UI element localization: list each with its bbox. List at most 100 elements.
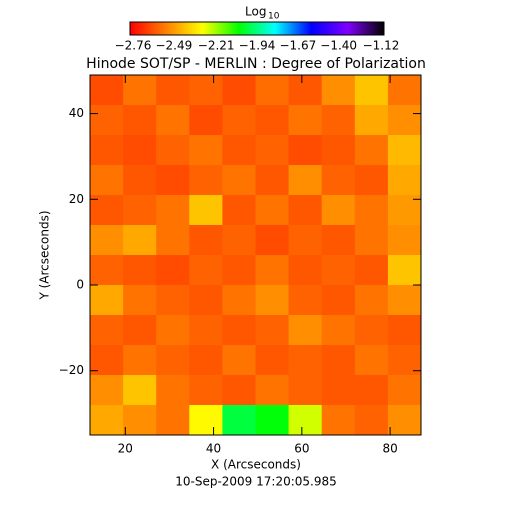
plot-frame: [89, 74, 422, 436]
heatmap-cell: [354, 345, 389, 376]
heatmap-cell: [354, 135, 389, 166]
heatmap-cell: [90, 315, 124, 346]
colorbar-tick-label: −2.21: [198, 39, 235, 53]
heatmap-cell: [255, 75, 290, 106]
heatmap-cell: [354, 315, 389, 346]
heatmap-cell: [90, 135, 124, 166]
heatmap-cell: [222, 195, 256, 226]
heatmap-cell: [288, 105, 323, 136]
heatmap-cell: [123, 135, 157, 166]
heatmap-cell: [387, 195, 422, 226]
heatmap-cell: [354, 105, 389, 136]
heatmap-cell: [189, 225, 223, 256]
heatmap-cell: [321, 165, 356, 196]
y-tick-label: −20: [59, 363, 84, 377]
heatmap-cell: [189, 135, 223, 166]
heatmap-cell: [90, 195, 124, 226]
heatmap-cell: [222, 165, 256, 196]
heatmap-cell: [255, 345, 290, 376]
heatmap-cell: [156, 105, 190, 136]
heatmap-cell: [288, 165, 323, 196]
heatmap-cell: [321, 105, 356, 136]
heatmap-cell: [288, 225, 323, 256]
heatmap-cell: [288, 375, 323, 406]
heatmap-cell: [222, 135, 256, 166]
heatmap-cell: [123, 285, 157, 316]
heatmap-cell: [288, 405, 323, 436]
heatmap-cell: [354, 375, 389, 406]
heatmap-cell: [321, 135, 356, 166]
heatmap-cell: [321, 195, 356, 226]
heatmap-cell: [354, 405, 389, 436]
colorbar-tick-label: −1.94: [239, 39, 276, 53]
x-tick-label: 80: [382, 442, 397, 456]
heatmap-cell: [222, 405, 256, 436]
heatmap-cell: [387, 135, 422, 166]
heatmap-cell: [156, 135, 190, 166]
heatmap-cell: [354, 75, 389, 106]
heatmap-cell: [321, 405, 356, 436]
heatmap-cell: [354, 285, 389, 316]
colorbar: [129, 21, 385, 36]
heatmap-cell: [123, 345, 157, 376]
heatmap-cell: [288, 135, 323, 166]
heatmap-cell: [354, 255, 389, 286]
heatmap-cell: [90, 375, 124, 406]
heatmap-cell: [189, 105, 223, 136]
colorbar-tick-label: −2.76: [115, 39, 152, 53]
heatmap-cell: [156, 315, 190, 346]
heatmap-cell: [288, 345, 323, 376]
heatmap-cell: [156, 345, 190, 376]
heatmap-cell: [156, 405, 190, 436]
y-axis-label: Y (Arcseconds): [38, 210, 52, 300]
heatmap-cell: [156, 165, 190, 196]
heatmap-cell: [123, 165, 157, 196]
heatmap-cell: [255, 195, 290, 226]
heatmap-cell: [321, 255, 356, 286]
footer: 10-Sep-2009 17:20:05.985: [175, 475, 337, 489]
heatmap-cell: [387, 105, 422, 136]
heatmap-cell: [156, 195, 190, 226]
heatmap-cell: [90, 75, 124, 106]
heatmap-cell: [387, 285, 422, 316]
heatmap-cell: [189, 255, 223, 286]
heatmap-cell: [222, 75, 256, 106]
heatmap-cell: [354, 165, 389, 196]
y-tick-label: 40: [69, 106, 84, 120]
heatmap-cell: [321, 285, 356, 316]
heatmap-cell: [255, 375, 290, 406]
heatmap-cell: [222, 255, 256, 286]
heatmap-cell: [189, 375, 223, 406]
heatmap-cell: [222, 375, 256, 406]
x-axis-label: X (Arcseconds): [211, 458, 301, 472]
heatmap-cell: [321, 375, 356, 406]
heatmap-cell: [288, 315, 323, 346]
heatmap-cell: [156, 75, 190, 106]
heatmap-cell: [222, 225, 256, 256]
heatmap-cell: [255, 285, 290, 316]
heatmap-cell: [387, 405, 422, 436]
heatmap-cell: [321, 315, 356, 346]
heatmap-cell: [189, 195, 223, 226]
heatmap-cell: [90, 255, 124, 286]
heatmap-cell: [222, 315, 256, 346]
heatmap-cell: [354, 195, 389, 226]
heatmap-cell: [123, 375, 157, 406]
heatmap-cell: [123, 105, 157, 136]
heatmap-cell: [123, 225, 157, 256]
heatmap-cell: [321, 345, 356, 376]
heatmap-cell: [255, 225, 290, 256]
heatmap-cell: [189, 75, 223, 106]
heatmap-cell: [222, 105, 256, 136]
colorbar-tick-label: −2.49: [155, 39, 192, 53]
heatmap-cell: [288, 255, 323, 286]
colorbar-label: Log: [245, 5, 266, 19]
colorbar-tick-label: −1.67: [279, 39, 316, 53]
heatmap-cell: [288, 195, 323, 226]
heatmap-cell: [90, 405, 124, 436]
heatmap-cell: [222, 345, 256, 376]
heatmap-cell: [255, 315, 290, 346]
heatmap-cell: [189, 345, 223, 376]
x-tick-label: 40: [206, 442, 221, 456]
